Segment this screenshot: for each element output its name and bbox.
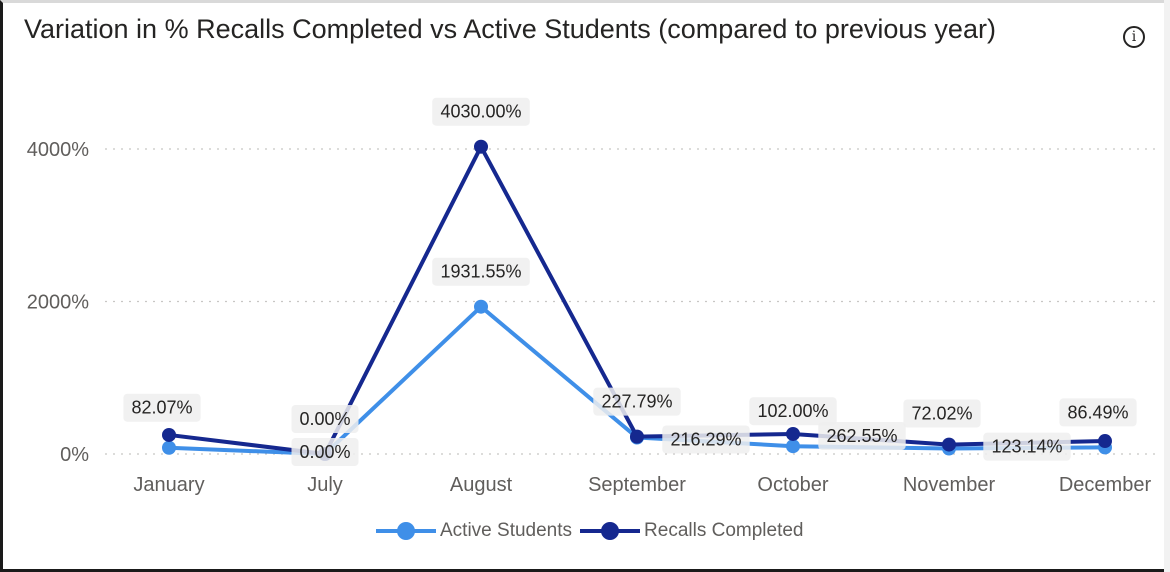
visual-edge: [1164, 0, 1170, 572]
data-point[interactable]: [942, 437, 956, 452]
data-point[interactable]: [1098, 434, 1112, 449]
data-label-bg: [291, 438, 359, 466]
data-point[interactable]: [162, 440, 176, 455]
legend-label-recalls-completed: Recalls Completed: [644, 520, 804, 541]
data-label: 227.79%: [593, 387, 681, 416]
data-point[interactable]: [786, 426, 800, 441]
data-label-text: 0.00%: [299, 409, 350, 429]
data-label: 0.00%: [291, 438, 359, 466]
data-label: 4030.00%: [432, 97, 530, 126]
data-point[interactable]: [162, 427, 176, 442]
data-point[interactable]: [474, 139, 488, 154]
data-label-bg: [749, 397, 837, 426]
data-label: 1931.55%: [432, 257, 530, 286]
data-label-text: 86.49%: [1067, 402, 1128, 422]
data-label-bg: [1059, 398, 1137, 427]
data-label: 82.07%: [123, 393, 201, 422]
data-label-text: 4030.00%: [440, 102, 521, 122]
data-point[interactable]: [474, 299, 488, 314]
info-icon[interactable]: i: [1123, 26, 1145, 48]
data-label-bg: [903, 399, 981, 428]
data-label: 216.29%: [662, 425, 750, 454]
data-label-text: 82.07%: [131, 398, 192, 418]
data-label: 86.49%: [1059, 398, 1137, 427]
x-axis: January July August September October Novembe…: [133, 474, 1151, 496]
chart-title: Variation in % Recalls Completed vs Acti…: [24, 14, 996, 44]
x-tick-label: January: [133, 474, 204, 496]
data-label-text: 72.02%: [911, 404, 972, 424]
data-label: 102.00%: [749, 397, 837, 426]
x-tick-label: July: [307, 474, 343, 496]
legend-item-recalls-completed[interactable]: Recalls Completed: [580, 520, 804, 542]
data-label-bg: [123, 393, 201, 422]
data-label-text: 262.55%: [826, 426, 897, 446]
legend-label-active-students: Active Students: [440, 520, 573, 541]
data-label-text: 1931.55%: [440, 262, 521, 282]
data-label-text: 0.00%: [299, 442, 350, 462]
data-label-bg: [291, 405, 359, 433]
y-axis: 0% 2000% 4000%: [27, 139, 89, 466]
y-tick-label: 0%: [60, 444, 89, 466]
data-label-bg: [662, 425, 750, 454]
x-tick-label: August: [450, 474, 513, 496]
data-label: 0.00%: [291, 405, 359, 433]
legend: Active Students Recalls Completed: [376, 518, 804, 544]
data-label-bg: [593, 387, 681, 416]
y-tick-label: 4000%: [27, 139, 89, 161]
x-tick-label: October: [757, 474, 828, 496]
data-label-bg: [432, 257, 530, 286]
legend-item-active-students[interactable]: Active Students: [376, 520, 572, 542]
data-label: 123.14%: [983, 432, 1071, 461]
data-label-text: 216.29%: [670, 430, 741, 450]
data-labels: 82.07% 0.00% 0.00% 4030.00% 1931.55% 227.79% 2…: [123, 97, 1137, 466]
data-label-text: 102.00%: [757, 401, 828, 421]
data-point[interactable]: [630, 429, 644, 444]
data-label: 72.02%: [903, 399, 981, 428]
legend-marker-recalls-completed: [580, 521, 641, 541]
x-tick-label: December: [1059, 474, 1152, 496]
data-label-bg: [432, 97, 530, 126]
x-tick-label: September: [588, 474, 686, 496]
data-label-bg: [983, 432, 1071, 461]
data-label-text: 123.14%: [991, 437, 1062, 457]
data-point[interactable]: [786, 439, 800, 454]
data-label: 262.55%: [818, 421, 906, 450]
x-tick-label: November: [903, 474, 996, 496]
legend-marker-active-students: [376, 521, 436, 541]
y-tick-label: 2000%: [27, 292, 89, 314]
data-label-text: 227.79%: [601, 392, 672, 412]
data-label-bg: [818, 421, 906, 450]
